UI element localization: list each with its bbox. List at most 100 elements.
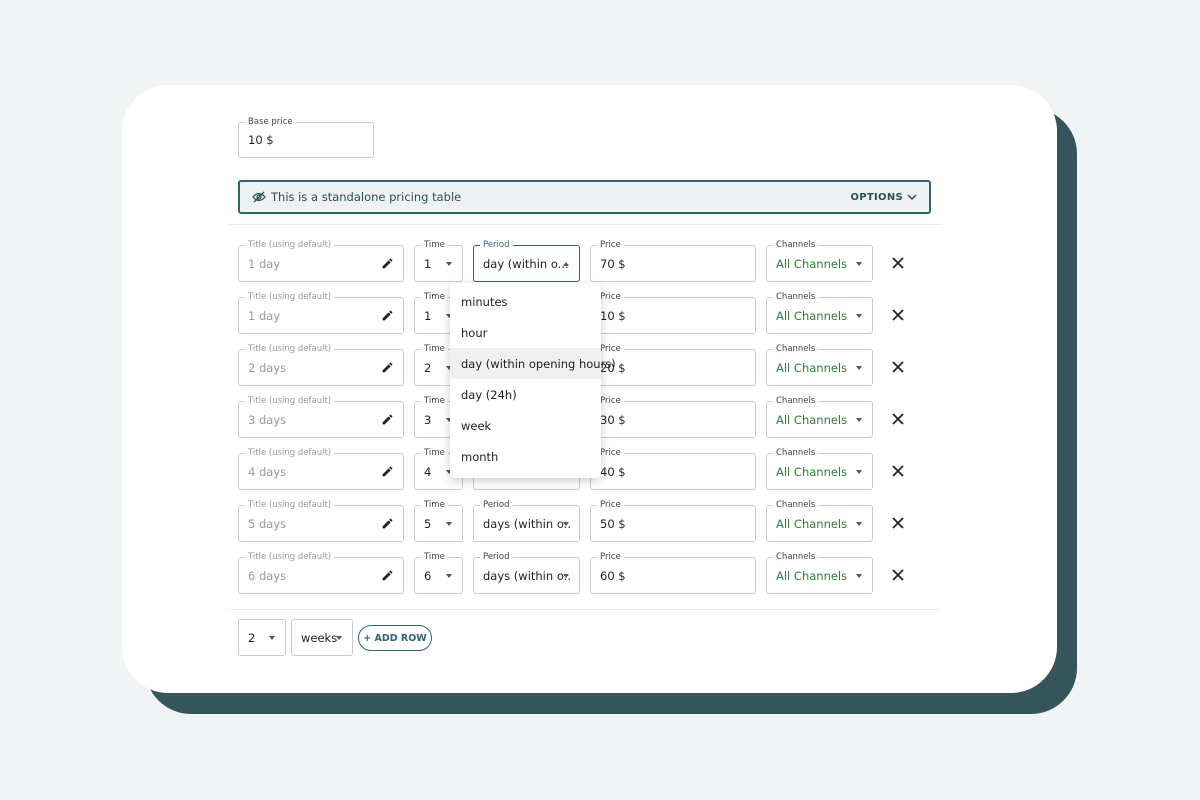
edit-icon[interactable] [381,517,394,530]
field-label: Period [480,499,513,511]
edit-icon[interactable] [381,257,394,270]
field-label: Time [421,343,448,355]
dropdown-option[interactable]: day (within opening hours) [450,348,616,379]
field-label: Title (using default) [245,551,335,563]
dropdown-option[interactable]: week [461,418,492,433]
caret [563,573,569,578]
remove-button[interactable] [891,463,905,477]
edit-button[interactable] [381,413,394,426]
dropdown-option[interactable]: hour [461,325,488,340]
remove-button[interactable] [891,307,905,321]
caret [856,469,862,474]
close-icon [892,361,904,373]
add-row-label: + ADD ROW [363,632,427,644]
caret [856,573,862,578]
price-field[interactable]: Price 60 $ [590,551,756,594]
add-row-button[interactable]: + ADD ROW [358,625,432,651]
field-label: Channels [773,499,819,511]
field-value: 30 $ [600,412,626,427]
field-label: Time [421,447,448,459]
price-field[interactable]: Price 20 $ [590,343,756,386]
field-value: 3 [424,412,432,427]
field-label: Base price [245,116,296,128]
time-field[interactable]: Time 1 [414,239,463,282]
channels-field[interactable]: Channels All Channels [766,447,873,490]
time-field[interactable]: Time 3 [414,395,463,438]
price-field[interactable]: Price 50 $ [590,499,756,542]
period-field[interactable]: Period day (within o... [473,239,580,282]
edit-button[interactable] [381,465,394,478]
caret [446,521,452,526]
edit-button[interactable] [381,569,394,582]
edit-button[interactable] [381,257,394,270]
edit-icon[interactable] [381,569,394,582]
title-field[interactable]: Title (using default) 6 days [238,551,404,594]
caret [563,261,569,266]
field-value: 4 [424,464,432,479]
edit-icon[interactable] [381,309,394,322]
price-field[interactable]: Price 10 $ [590,291,756,334]
field-label: Title (using default) [245,447,335,459]
dropdown-option[interactable]: month [461,449,499,464]
base-price-field[interactable]: Base price 10 $ [238,116,374,158]
price-field[interactable]: Price 30 $ [590,395,756,438]
channels-field[interactable]: Channels All Channels [766,551,873,594]
banner: This is a standalone pricing table OPTIO… [238,180,931,214]
caret [856,365,862,370]
divider [228,224,942,225]
remove-button[interactable] [891,255,905,269]
field-value: days (within o... [483,516,570,531]
caret [856,261,862,266]
field-label: Title (using default) [245,395,335,407]
caret [856,521,862,526]
field-value: All Channels [776,516,848,531]
field-value: All Channels [776,256,848,271]
remove-button[interactable] [891,411,905,425]
field-value: 3 days [248,412,287,427]
dropdown-option[interactable]: minutes [461,294,508,309]
channels-field[interactable]: Channels All Channels [766,239,873,282]
edit-icon[interactable] [381,361,394,374]
remove-button[interactable] [891,359,905,373]
channels-field[interactable]: Channels All Channels [766,499,873,542]
field-label: Price [597,291,624,303]
edit-button[interactable] [381,309,394,322]
title-field[interactable]: Title (using default) 1 day [238,291,404,334]
remove-button[interactable] [891,567,905,581]
field-label: Time [421,551,448,563]
title-field[interactable]: Title (using default) 1 day [238,239,404,282]
unit-select[interactable]: weeks [291,619,353,656]
edit-button[interactable] [381,517,394,530]
field-label: Title (using default) [245,291,335,303]
options-button[interactable]: OPTIONS [850,192,917,203]
price-field[interactable]: Price 70 $ [590,239,756,282]
period-field[interactable]: Period days (within o... [473,551,580,594]
title-field[interactable]: Title (using default) 4 days [238,447,404,490]
field-label: Time [421,291,448,303]
field-value: 2 [424,360,432,375]
edit-button[interactable] [381,361,394,374]
edit-icon[interactable] [381,465,394,478]
time-field[interactable]: Time 5 [414,499,463,542]
title-field[interactable]: Title (using default) 3 days [238,395,404,438]
time-field[interactable]: Time 6 [414,551,463,594]
field-value: day (within o... [483,256,569,271]
price-field[interactable]: Price 40 $ [590,447,756,490]
edit-icon[interactable] [381,413,394,426]
period-field[interactable]: Period days (within o... [473,499,580,542]
field-label: Channels [773,291,819,303]
channels-field[interactable]: Channels All Channels [766,395,873,438]
channels-field[interactable]: Channels All Channels [766,343,873,386]
field-value: All Channels [776,412,848,427]
remove-button[interactable] [891,515,905,529]
field-value: 2 days [248,360,287,375]
field-value: All Channels [776,568,848,583]
caret [446,365,452,370]
title-field[interactable]: Title (using default) 5 days [238,499,404,542]
channels-field[interactable]: Channels All Channels [766,291,873,334]
dropdown-menu: minutes hour day (within opening hours) day… [450,283,616,478]
title-field[interactable]: Title (using default) 2 days [238,343,404,386]
count-select[interactable]: 2 [238,619,286,656]
dropdown-option[interactable]: day (24h) [461,387,517,402]
